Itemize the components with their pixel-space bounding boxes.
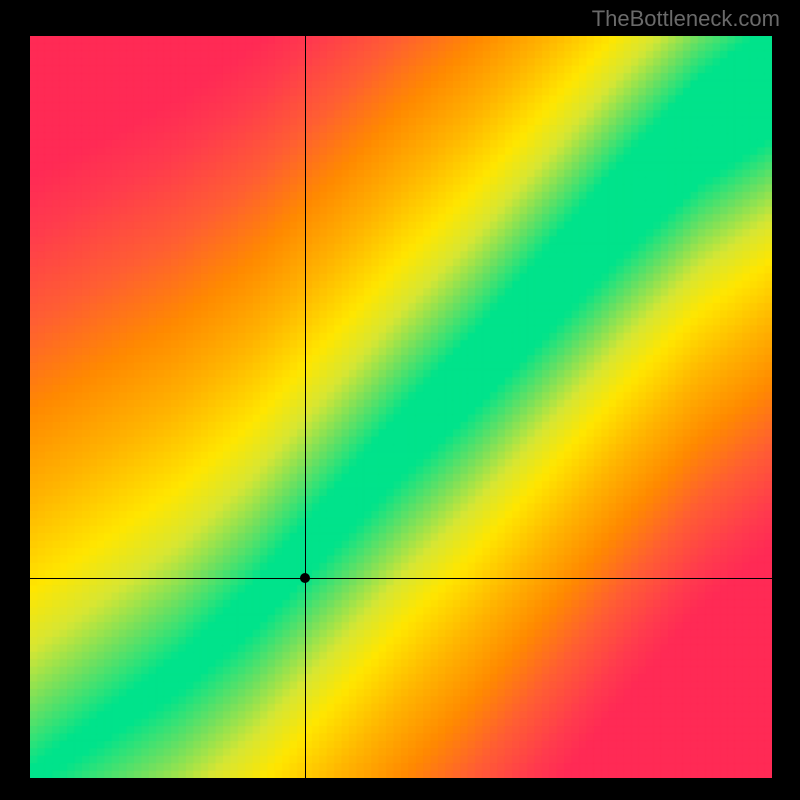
- marker-dot: [300, 573, 310, 583]
- heatmap-canvas: [30, 36, 772, 778]
- crosshair-vertical: [305, 36, 306, 778]
- chart-container: TheBottleneck.com: [0, 0, 800, 800]
- crosshair-horizontal: [30, 578, 772, 579]
- watermark-text: TheBottleneck.com: [592, 6, 780, 32]
- heatmap-plot: [30, 36, 772, 778]
